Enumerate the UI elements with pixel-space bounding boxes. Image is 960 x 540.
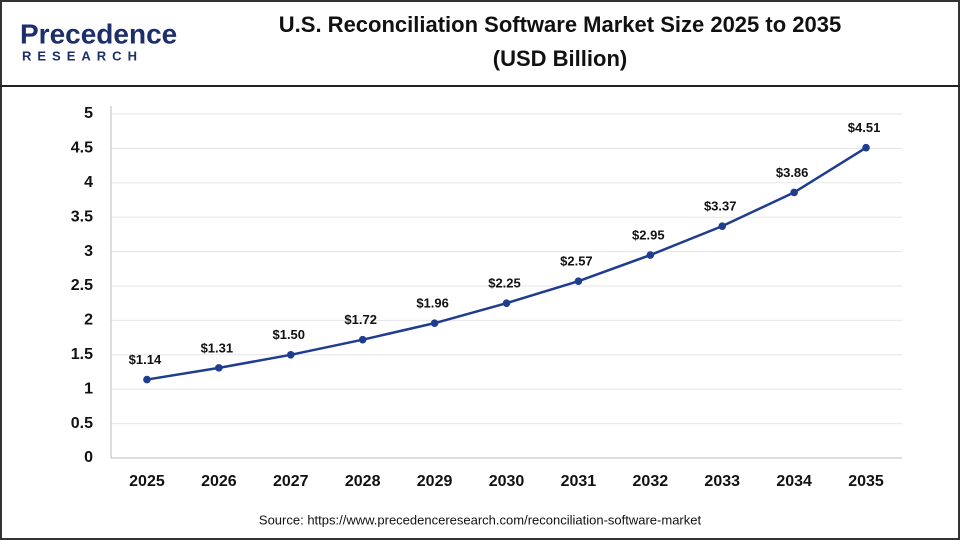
data-point	[718, 222, 727, 230]
data-point	[215, 364, 223, 372]
y-tick-label: 3	[84, 243, 93, 260]
data-label: $1.50	[272, 327, 305, 342]
data-label: $3.37	[704, 199, 737, 214]
x-tick-label: 2026	[201, 473, 237, 490]
data-label: $1.96	[416, 296, 449, 311]
source: Source: https://www.precedenceresearch.c…	[259, 512, 702, 527]
x-tick-label: 2031	[561, 473, 597, 490]
y-tick-label: 1.5	[71, 346, 93, 363]
data-label: $2.25	[488, 276, 521, 291]
data-point	[143, 375, 151, 384]
data-label: $1.14	[129, 352, 162, 367]
x-tick-label: 2030	[489, 473, 525, 490]
data-point	[862, 143, 870, 152]
data-label: $4.51	[848, 120, 881, 135]
data-point	[358, 335, 367, 344]
x-tick-label: 2029	[417, 473, 453, 490]
y-tick-label: 4	[84, 174, 93, 191]
x-tick-label: 2027	[273, 473, 309, 490]
y-tick-label: 4.5	[71, 140, 93, 157]
data-point	[502, 299, 511, 308]
y-tick-label: 5	[84, 105, 93, 122]
logo-tag: RESEARCH	[22, 48, 143, 63]
logo-name: Precedence	[20, 18, 177, 49]
x-tick-label: 2032	[633, 473, 669, 490]
data-point	[286, 351, 295, 359]
x-tick-label: 2034	[776, 473, 812, 490]
data-point	[430, 319, 439, 327]
chart-title: (USD Billion)	[493, 46, 627, 71]
x-tick-label: 2028	[345, 473, 381, 490]
x-tick-label: 2025	[129, 473, 165, 490]
data-point	[790, 188, 798, 197]
data-label: $2.57	[560, 254, 593, 269]
y-tick-label: 2	[84, 312, 93, 329]
chart-title: U.S. Reconciliation Software Market Size…	[279, 12, 841, 37]
x-tick-label: 2035	[848, 473, 884, 490]
x-tick-label: 2033	[704, 473, 740, 490]
data-label: $1.72	[344, 312, 377, 327]
data-label: $2.95	[632, 227, 665, 242]
data-label: $3.86	[776, 165, 809, 180]
data-point	[574, 277, 583, 285]
y-tick-label: 1	[84, 380, 93, 397]
data-label: $1.31	[201, 340, 234, 355]
y-tick-label: 0.5	[71, 415, 93, 432]
y-tick-label: 2.5	[71, 277, 93, 294]
y-tick-label: 0	[84, 449, 93, 466]
data-point	[646, 251, 655, 259]
y-tick-label: 3.5	[71, 208, 93, 225]
